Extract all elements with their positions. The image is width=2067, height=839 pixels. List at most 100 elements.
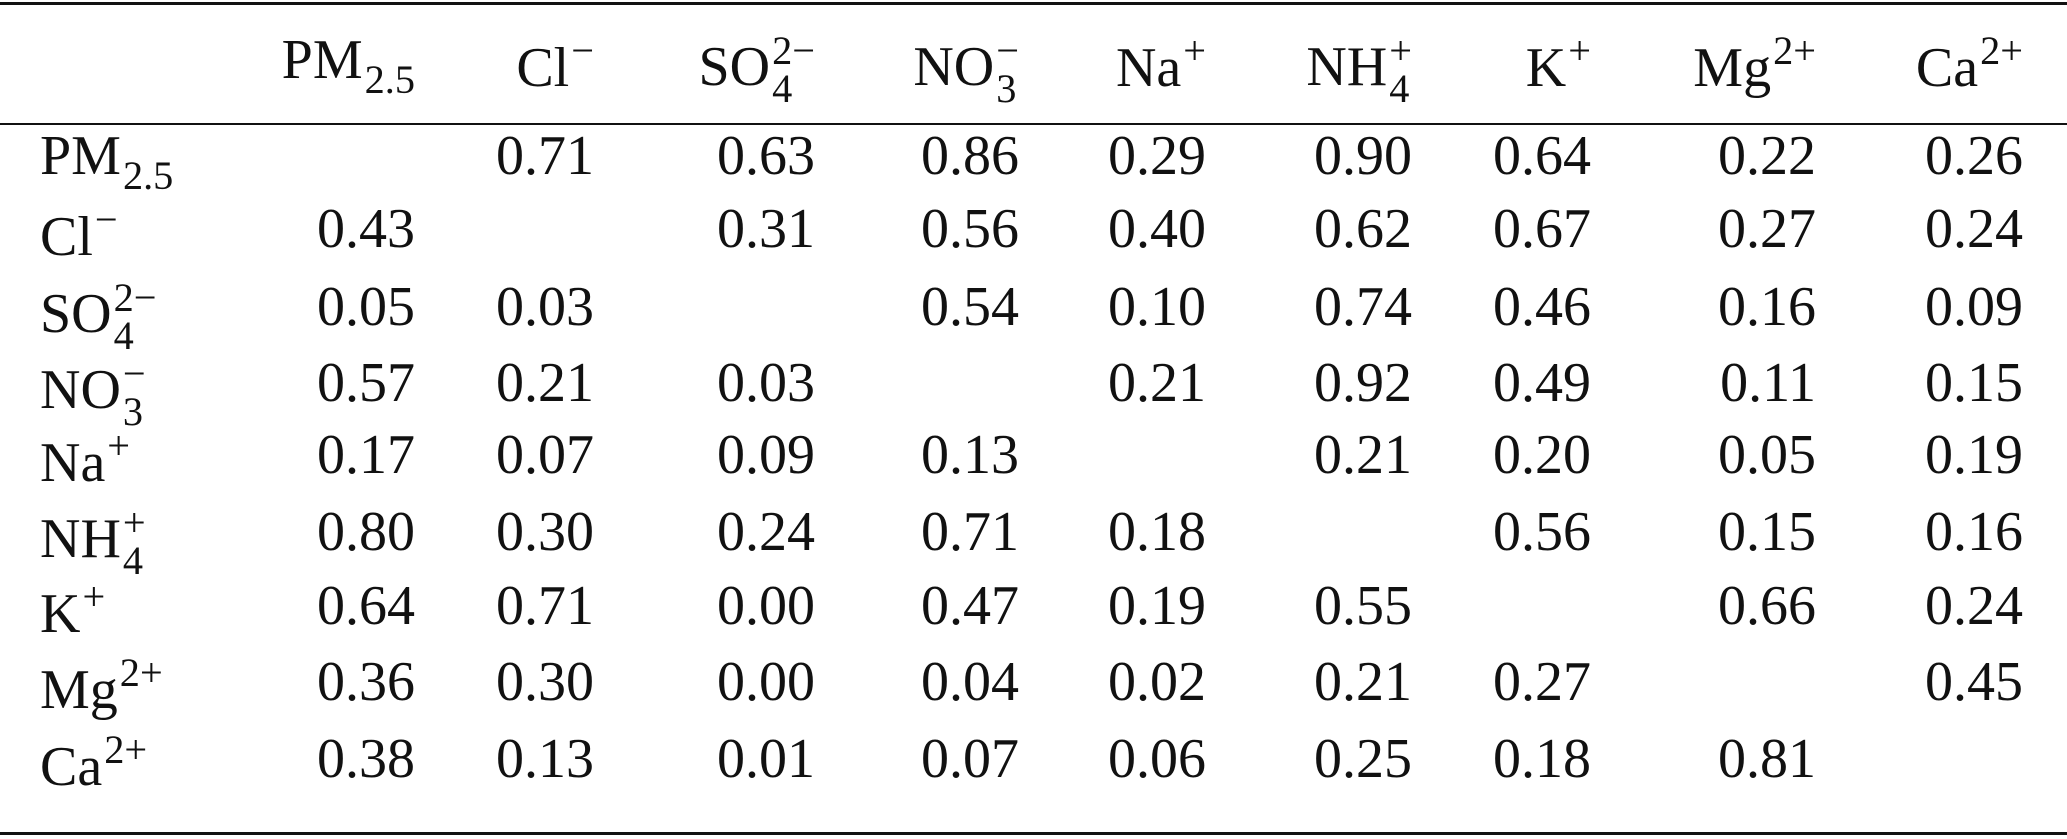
- correlation-value: 0.16: [1925, 501, 2023, 563]
- column-header: Na+: [1115, 30, 1206, 100]
- correlation-value: 0.56: [921, 198, 1019, 260]
- correlation-value: 0.18: [1493, 728, 1591, 790]
- correlation-value: 0.13: [496, 728, 594, 790]
- table-cell: 0.27: [1493, 654, 1591, 710]
- correlation-value: 0.21: [1314, 424, 1412, 486]
- table-cell: Cl−: [40, 199, 118, 265]
- species-script: +: [82, 576, 105, 616]
- table-cell: 0.24: [717, 504, 815, 560]
- table-cell: 0.31: [717, 201, 815, 257]
- table-cell: 0.06: [1108, 731, 1206, 787]
- species-base: NH: [40, 508, 121, 571]
- row-header: K+: [40, 576, 105, 645]
- species-base: Na: [40, 432, 106, 495]
- correlation-value: 0.15: [1718, 501, 1816, 563]
- correlation-value: 0.71: [496, 125, 594, 187]
- species-base: K: [1525, 37, 1567, 100]
- table-cell: 0.56: [921, 201, 1019, 257]
- table-cell: Mg2+: [40, 652, 163, 721]
- species-script: −3: [123, 353, 146, 432]
- correlation-value: 0.07: [496, 424, 594, 486]
- correlation-value: 0.45: [1925, 651, 2023, 713]
- table-cell: 0.64: [317, 578, 415, 634]
- species-script: +: [1183, 30, 1206, 70]
- table-cell: 0.90: [1314, 128, 1412, 184]
- table-cell: K+: [40, 576, 105, 645]
- subscript: 4: [772, 66, 793, 112]
- table-cell: 0.46: [1493, 279, 1591, 335]
- species-base: Cl: [516, 37, 570, 100]
- table-cell: SO 2− 4: [40, 277, 157, 356]
- column-header: NO −3: [913, 30, 1019, 109]
- table-cell: 0.15: [1718, 504, 1816, 560]
- superscript: +: [82, 574, 106, 619]
- species-script: −: [571, 30, 594, 70]
- correlation-value: 0.16: [1718, 276, 1816, 338]
- column-header: K+: [1525, 30, 1591, 100]
- table-cell: 0.09: [1925, 279, 2023, 335]
- correlation-value: 0.24: [1925, 575, 2023, 637]
- species-base: SO: [698, 36, 771, 99]
- correlation-value: 0.67: [1493, 198, 1591, 260]
- table-cell: 0.21: [496, 355, 594, 411]
- correlation-value: 0.62: [1314, 198, 1412, 260]
- table-cell: 0.29: [1108, 128, 1206, 184]
- correlation-value: 0.13: [921, 424, 1019, 486]
- column-header: Mg2+: [1693, 30, 1816, 99]
- table-cell: 0.21: [1314, 427, 1412, 483]
- species-base: Na: [1115, 37, 1182, 100]
- table-cell: 0.01: [717, 731, 815, 787]
- table-cell: 0.17: [317, 427, 415, 483]
- table-cell: 0.24: [1925, 201, 2023, 257]
- correlation-value: 0.00: [717, 575, 815, 637]
- correlation-value: 0.71: [496, 575, 594, 637]
- species-script: −: [95, 199, 118, 239]
- correlation-value: 0.63: [717, 125, 815, 187]
- correlation-value: 0.05: [1718, 424, 1816, 486]
- row-header: NH +4: [40, 502, 146, 581]
- correlation-value: 0.02: [1108, 651, 1206, 713]
- row-header: Mg2+: [40, 652, 163, 721]
- correlation-value: 0.01: [717, 728, 815, 790]
- species-script: 2− 4: [772, 30, 815, 112]
- species-script: 2+: [1980, 30, 2023, 70]
- table-cell: 0.26: [1925, 128, 2023, 184]
- table-cell: Mg2+: [1693, 30, 1816, 99]
- correlation-value: 0.92: [1314, 352, 1412, 414]
- table-cell: 0.09: [717, 427, 815, 483]
- subscript: 3: [996, 66, 1017, 112]
- correlation-value: 0.26: [1925, 125, 2023, 187]
- table-cell: 0.10: [1108, 279, 1206, 335]
- correlation-value: 0.21: [1314, 651, 1412, 713]
- table-cell: 0.86: [921, 128, 1019, 184]
- table-cell: 0.21: [1314, 654, 1412, 710]
- table-cell: 0.45: [1925, 654, 2023, 710]
- row-header: Ca2+: [40, 729, 147, 798]
- species-script: 2.5: [365, 60, 415, 100]
- species-script: 2+: [104, 729, 147, 769]
- row-header: SO 2− 4: [40, 277, 157, 356]
- table-cell: NO −3: [40, 353, 146, 432]
- table-cell: 0.00: [717, 654, 815, 710]
- correlation-value: 0.64: [1493, 125, 1591, 187]
- correlation-value: 0.74: [1314, 276, 1412, 338]
- correlation-value: 0.29: [1108, 125, 1206, 187]
- table-cell: NO −3: [913, 30, 1019, 109]
- table-cell: 0.40: [1108, 201, 1206, 257]
- species-base: Ca: [1915, 37, 1979, 100]
- bottom-rule: [0, 832, 2067, 835]
- correlation-value: 0.19: [1108, 575, 1206, 637]
- table-cell: 0.07: [496, 427, 594, 483]
- table-cell: 0.74: [1314, 279, 1412, 335]
- row-header: Na+: [40, 425, 130, 495]
- table-cell: 0.20: [1493, 427, 1591, 483]
- table-cell: 0.80: [317, 504, 415, 560]
- table-cell: 0.16: [1925, 504, 2023, 560]
- superscript: −: [996, 28, 1019, 73]
- correlation-value: 0.55: [1314, 575, 1412, 637]
- superscript: 2+: [119, 650, 163, 695]
- table-cell: 0.67: [1493, 201, 1591, 257]
- table-cell: 0.05: [317, 279, 415, 335]
- correlation-value: 0.03: [496, 276, 594, 338]
- superscript: −: [571, 28, 594, 73]
